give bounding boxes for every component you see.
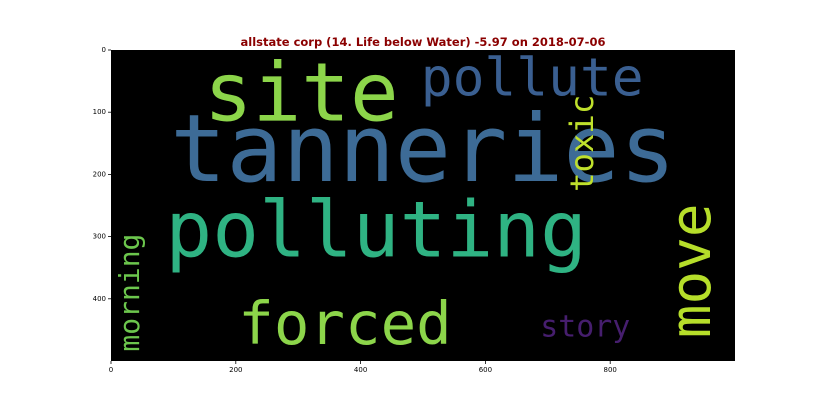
word-morning: morning (113, 234, 146, 352)
y-tick-label: 400 (93, 295, 106, 303)
plot-background (111, 50, 735, 361)
x-tick-label: 200 (229, 366, 242, 374)
x-tick-label: 400 (354, 366, 367, 374)
word-story: story (540, 309, 630, 344)
word-site: site (204, 47, 399, 141)
y-tick-label: 300 (93, 233, 106, 241)
word-move: move (659, 203, 724, 338)
y-tick-label: 200 (93, 170, 106, 178)
x-tick-label: 800 (604, 366, 617, 374)
y-axis: 0 100 200 300 400 (93, 46, 111, 303)
y-tick-label: 0 (102, 46, 106, 54)
word-pollute: pollute (421, 47, 644, 108)
x-axis: 0 200 400 600 800 (109, 361, 617, 374)
x-tick-label: 600 (479, 366, 492, 374)
x-tick-label: 0 (109, 366, 113, 374)
word-toxic: toxic (563, 95, 601, 192)
word-tanneries: tanneries (170, 95, 676, 204)
word-polluting: polluting (165, 185, 587, 275)
y-tick-label: 100 (93, 108, 106, 116)
chart-title: allstate corp (14. Life below Water) -5.… (241, 35, 606, 49)
word-forced: forced (238, 289, 451, 358)
